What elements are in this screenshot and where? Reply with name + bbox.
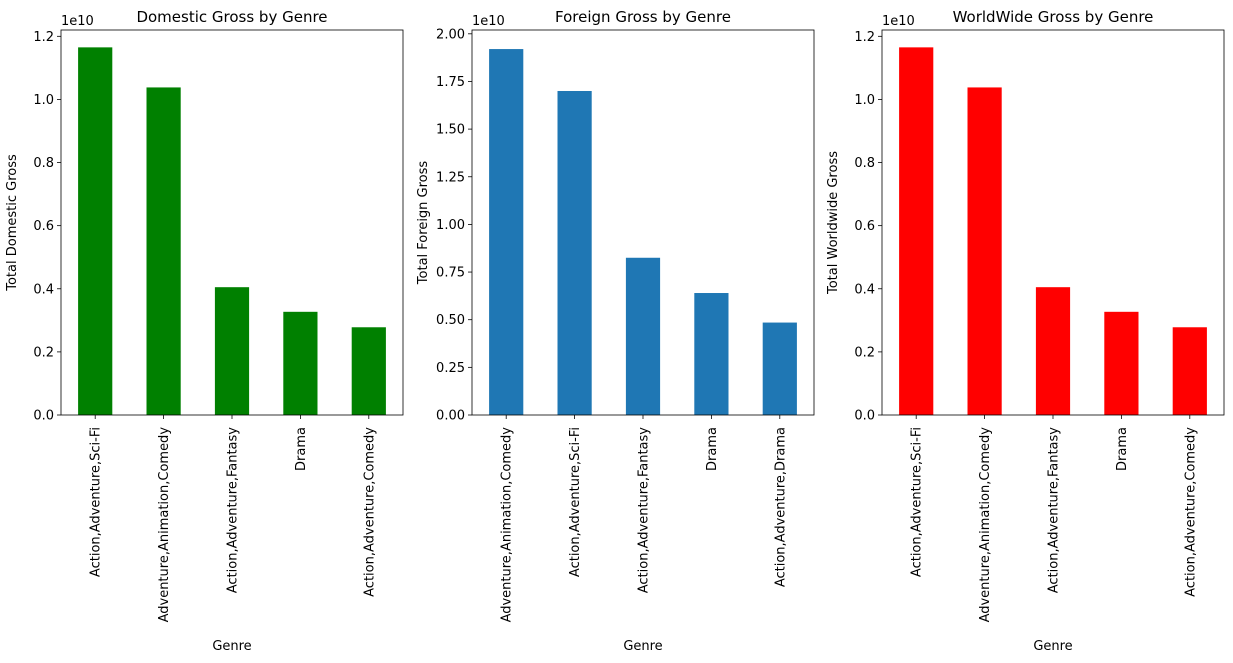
bar (283, 311, 318, 415)
bar (625, 257, 661, 415)
y-tick-label: 1.0 (854, 93, 875, 108)
y-tick-label: 1.0 (33, 93, 54, 108)
bar (214, 287, 250, 415)
chart-title: WorldWide Gross by Genre (953, 8, 1154, 26)
y-tick-label: 1.2 (33, 30, 54, 45)
x-tick-label: Action,Adventure,Fantasy (637, 427, 652, 594)
x-tick-label: Drama (1115, 427, 1130, 471)
y-tick-label: 2.00 (436, 27, 465, 42)
chart-title: Domestic Gross by Genre (136, 8, 327, 26)
x-tick-label: Action,Adventure,Fantasy (226, 427, 241, 594)
y-tick-label: 0.6 (854, 219, 875, 234)
x-axis-label: Genre (623, 639, 662, 654)
x-tick-label: Action,Adventure,Drama (773, 427, 788, 587)
bar (1035, 287, 1071, 415)
y-tick-label: 0.0 (854, 409, 875, 424)
x-tick-label: Adventure,Animation,Comedy (157, 427, 172, 623)
y-tick-label: 0.2 (854, 345, 875, 360)
chart-panel-2: 0.00 0.25 0.50 0.75 1.00 1.25 1.50 1.75 2.00 Adve… (416, 8, 815, 654)
bar (899, 47, 934, 416)
y-tick-label: 1.25 (436, 170, 465, 185)
y-tick-label: 0.0 (33, 409, 54, 424)
x-tick-label: Action,Adventure,Sci-Fi (568, 427, 583, 577)
bar (1104, 311, 1139, 415)
y-tick-label: 0.8 (33, 156, 54, 171)
axis-offset-text: 1e10 (61, 14, 94, 29)
y-tick-label: 1.2 (854, 30, 875, 45)
bar (1172, 327, 1207, 415)
bar (351, 327, 386, 415)
bar (762, 322, 797, 415)
x-tick-label: Adventure,Animation,Comedy (500, 427, 515, 623)
y-tick-label: 1.50 (436, 123, 465, 138)
x-tick-label: Action,Adventure,Comedy (362, 427, 377, 597)
y-axis-label: Total Domestic Gross (5, 154, 20, 292)
x-tick-label: Action,Adventure,Comedy (1183, 427, 1198, 597)
x-tick-label: Action,Adventure,Sci-Fi (89, 427, 104, 577)
axis-offset-text: 1e10 (882, 14, 915, 29)
bar (78, 47, 113, 416)
bar (489, 49, 524, 416)
y-tick-label: 0.75 (436, 266, 465, 281)
y-tick-label: 0.50 (436, 313, 465, 328)
y-tick-label: 0.6 (33, 219, 54, 234)
y-tick-label: 0.4 (33, 282, 54, 297)
chart-panel-3: 0.0 0.2 0.4 0.6 0.8 1.0 1.2 Action,Adventure,Sc… (826, 8, 1225, 654)
y-tick-label: 0.00 (436, 409, 465, 424)
x-axis-label: Genre (212, 639, 251, 654)
x-tick-label: Action,Adventure,Sci-Fi (910, 427, 925, 577)
bar (694, 293, 729, 415)
y-tick-label: 0.8 (854, 156, 875, 171)
x-tick-label: Drama (705, 427, 720, 471)
y-tick-label: 1.00 (436, 218, 465, 233)
y-tick-label: 0.2 (33, 345, 54, 360)
y-tick-label: 1.75 (436, 75, 465, 90)
y-axis-label: Total Foreign Gross (416, 161, 431, 286)
y-tick-label: 0.25 (436, 361, 465, 376)
axis-offset-text: 1e10 (472, 14, 505, 29)
x-tick-label: Adventure,Animation,Comedy (978, 427, 993, 623)
bar (557, 90, 592, 416)
y-tick-label: 0.4 (854, 282, 875, 297)
chart-panel-1: 0.0 0.2 0.4 0.6 0.8 1.0 1.2 Action,Adventure,Sc… (5, 8, 404, 654)
chart-title: Foreign Gross by Genre (555, 8, 731, 26)
x-axis-label: Genre (1033, 639, 1072, 654)
y-axis-label: Total Worldwide Gross (826, 151, 841, 295)
x-tick-label: Action,Adventure,Fantasy (1047, 427, 1062, 594)
x-tick-label: Drama (294, 427, 309, 471)
bar (967, 87, 1002, 416)
bar (146, 87, 181, 416)
